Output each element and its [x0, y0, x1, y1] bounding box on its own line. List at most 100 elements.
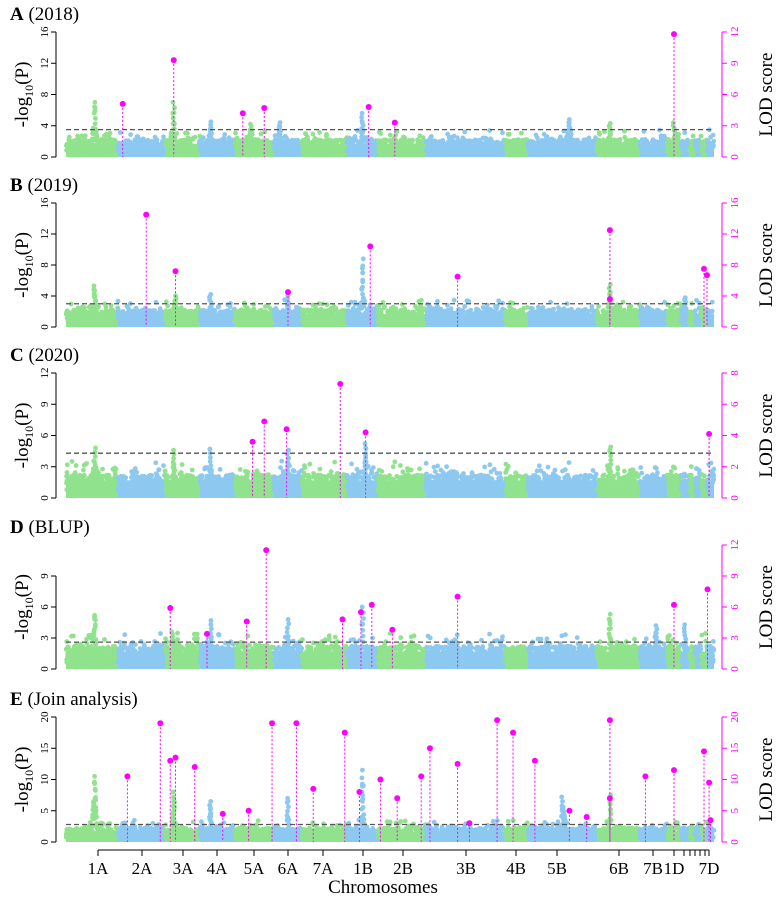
snp-peak-point: [171, 455, 177, 461]
snp-point: [225, 302, 231, 308]
snp-band-5A: [235, 143, 274, 157]
snp-point: [129, 469, 135, 474]
lod-marker: [704, 272, 710, 279]
snp-point: [632, 307, 638, 313]
y-tick-label-left: 8: [39, 262, 51, 268]
snp-peak-point: [360, 270, 365, 276]
snp-point: [435, 298, 440, 304]
snp-point: [541, 131, 547, 137]
snp-peak-point: [170, 99, 176, 105]
snp-point: [134, 134, 140, 139]
snp-point: [128, 132, 134, 138]
snp-peak-point: [359, 305, 365, 311]
snp-point: [226, 472, 232, 478]
snp-point: [73, 463, 79, 468]
lod-marker: [170, 57, 177, 64]
snp-peak-point: [208, 467, 213, 473]
snp-band-3A: [165, 143, 200, 157]
snp-band-7B: [640, 313, 667, 327]
snp-point: [192, 134, 198, 140]
snp-peak-point: [567, 117, 572, 122]
snp-point: [324, 139, 330, 144]
snp-point: [699, 305, 705, 311]
snp-points: [64, 99, 717, 157]
snp-peak-point: [92, 132, 98, 137]
panel-title: A (2018): [10, 4, 79, 25]
snp-point: [528, 305, 534, 311]
y-axis-label-left: -log10(P): [12, 232, 36, 298]
snp-point: [411, 309, 416, 315]
snp-point: [589, 304, 595, 309]
lod-marker: [454, 273, 461, 280]
y-tick-label-left: 0: [39, 154, 51, 160]
y-tick-label-left: 0: [39, 324, 51, 330]
snp-point: [180, 474, 186, 480]
snp-point: [530, 139, 536, 145]
snp-point: [204, 473, 210, 479]
lod-marker: [606, 227, 613, 234]
y-tick-label-right: 3: [729, 123, 741, 129]
snp-peak-point: [93, 445, 98, 451]
snp-point: [198, 474, 204, 479]
snp-point: [435, 304, 440, 309]
snp-band-3A: [165, 313, 200, 327]
y-tick-label-left: 8: [39, 91, 51, 97]
snp-point: [534, 135, 540, 141]
y-tick-label-right: 4: [729, 293, 741, 299]
y-tick-label-right: 16: [729, 197, 741, 209]
snp-point: [153, 460, 159, 466]
snp-band-2A: [118, 313, 165, 327]
panel-year: (2019): [23, 175, 78, 196]
snp-point: [698, 133, 704, 139]
snp-point: [424, 139, 429, 144]
snp-point: [84, 461, 89, 466]
snp-point: [387, 132, 393, 138]
snp-point: [583, 308, 589, 314]
snp-band-6B: [597, 143, 640, 157]
snp-point: [217, 467, 223, 472]
snp-point: [465, 298, 471, 304]
snp-peak-point: [207, 446, 213, 452]
snp-point: [518, 307, 523, 313]
snp-point: [120, 475, 125, 480]
snp-peak-point: [359, 142, 365, 148]
snp-point: [139, 308, 144, 314]
snp-point: [402, 306, 408, 312]
snp-peak-point: [170, 121, 176, 127]
snp-peak-point: [92, 137, 97, 143]
snp-point: [262, 304, 268, 309]
snp-peak-point: [207, 459, 213, 464]
snp-point: [393, 306, 399, 311]
snp-peak-point: [208, 292, 214, 297]
snp-point: [198, 137, 204, 143]
y-tick-label-left: 12: [39, 58, 51, 69]
snp-point: [225, 308, 231, 314]
snp-point: [694, 297, 699, 303]
snp-peak-point: [91, 458, 97, 464]
snp-point: [228, 137, 234, 143]
snp-band-6B: [597, 313, 640, 327]
snp-point: [161, 463, 166, 468]
snp-point: [622, 307, 627, 313]
y-tick-label-right: 0: [729, 324, 741, 330]
snp-point: [81, 467, 86, 473]
snp-point: [112, 465, 118, 471]
snp-point: [540, 138, 545, 143]
snp-point: [282, 134, 288, 139]
y-axis-label-right: LOD score: [756, 53, 777, 137]
snp-peak-point: [170, 110, 176, 116]
y-tick-label-right: 6: [729, 91, 741, 97]
snp-point: [378, 307, 384, 313]
snp-point: [106, 137, 112, 143]
snp-band-4B: [505, 143, 528, 157]
snp-peak-point: [607, 121, 613, 126]
snp-band-6D: [707, 143, 714, 157]
snp-point: [340, 139, 346, 145]
snp-point: [102, 137, 108, 142]
snp-point: [106, 472, 112, 478]
snp-point: [66, 134, 72, 140]
snp-point: [234, 135, 240, 141]
snp-peak-point: [92, 449, 98, 455]
snp-peak-point: [93, 116, 98, 121]
